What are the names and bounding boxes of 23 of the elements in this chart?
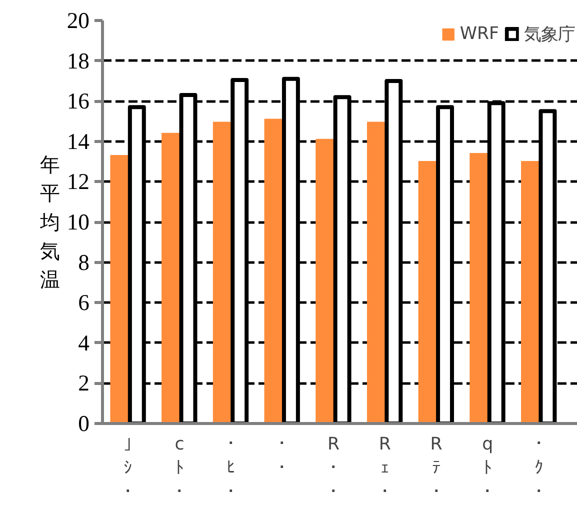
y-tick-label: 4 [78,330,90,356]
legend-label: WRF [460,24,499,44]
y-tick-label: 12 [66,169,90,194]
x-tick-label: ･･ [278,434,287,478]
x-tick-label: cﾄ･ [174,434,184,502]
x-tick-label: qﾄ･ [482,434,494,502]
y-tick-label: 16 [66,88,90,114]
x-tick-label: Rﾃ･ [430,434,442,502]
y-axis-title: 年平均気温 [38,152,60,292]
x-tick-label: ･ﾋ･ [226,434,236,502]
x-tick-label: ･ｸ･ [534,434,544,502]
y-tick-label: 14 [66,128,90,154]
x-tick-label: Rｪ･ [378,434,391,502]
y-tick-label: 18 [66,48,90,74]
y-tick-label: 10 [66,210,90,234]
y-tick-label: 8 [78,250,90,275]
x-tick-label: ｣ｼ･ [124,434,133,502]
legend-label: 気象庁 [524,24,575,46]
y-tick-label: 20 [66,8,90,33]
y-tick-label: 2 [78,370,90,396]
y-tick-label: 6 [78,290,90,316]
y-tick-label: 0 [78,411,90,436]
x-tick-label: R･･ [328,434,340,502]
